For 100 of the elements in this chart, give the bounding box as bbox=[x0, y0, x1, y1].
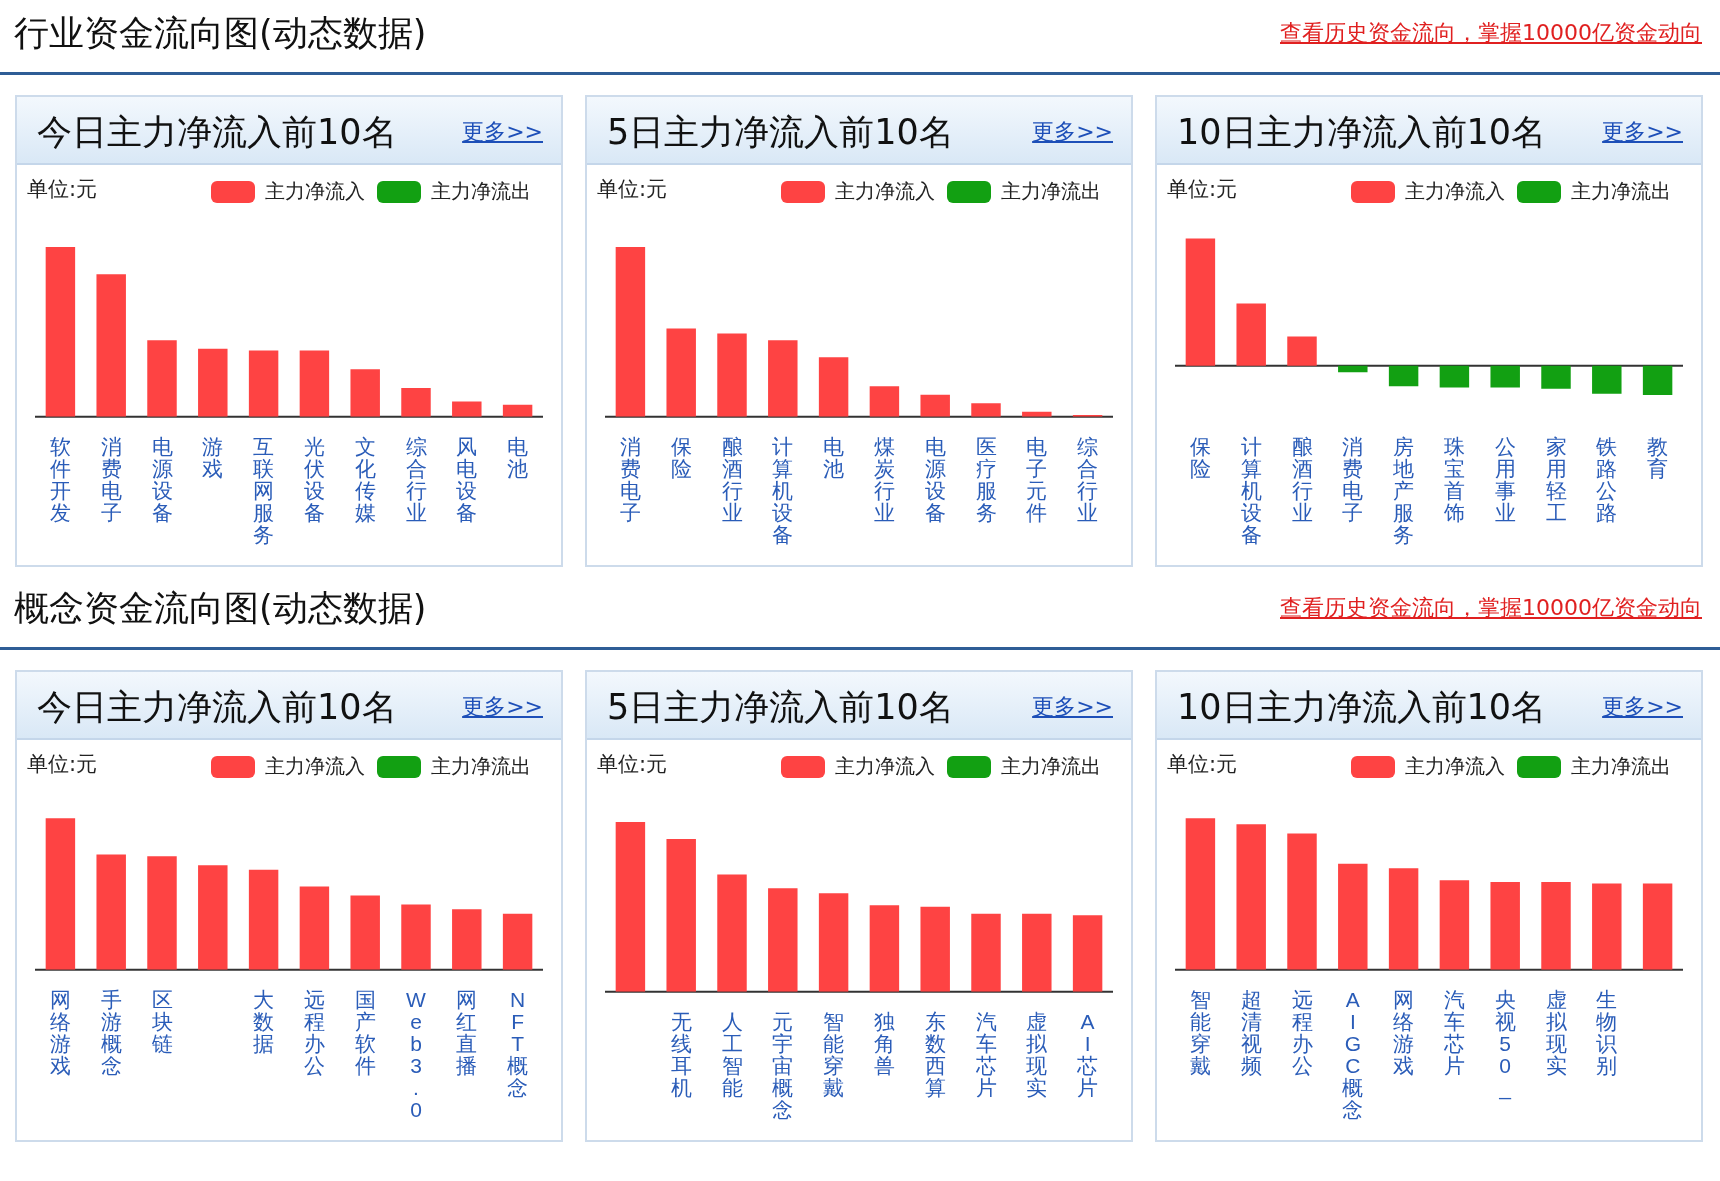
bar bbox=[971, 913, 1001, 992]
legend-label: 主力净流入 bbox=[835, 754, 935, 777]
bar bbox=[147, 340, 177, 417]
text: 更多>> bbox=[1032, 118, 1113, 146]
bar bbox=[96, 854, 126, 970]
bar bbox=[615, 246, 646, 417]
text: 更多>> bbox=[1032, 693, 1113, 721]
bar bbox=[1072, 915, 1103, 992]
bar bbox=[401, 387, 431, 417]
chart-title: 今日主力净流入前10名 bbox=[37, 111, 397, 154]
legend-label: 主力净流出 bbox=[431, 179, 531, 202]
x-tick-label: 酿酒行业 bbox=[1291, 434, 1313, 524]
legend-label: 主力净流入 bbox=[1405, 179, 1505, 202]
chart-title: 5日主力净流入前10名 bbox=[607, 686, 954, 729]
legend-label: 主力净流出 bbox=[431, 754, 531, 777]
bar bbox=[1541, 881, 1571, 970]
bar bbox=[1338, 863, 1368, 970]
bar bbox=[717, 333, 747, 417]
text: 概念资金流向图(动态数据) bbox=[14, 587, 427, 630]
x-tick-label: 元宇宙概念 bbox=[772, 1009, 794, 1121]
x-tick-label: 远程办公 bbox=[303, 987, 325, 1077]
x-tick-label: 风电设备 bbox=[456, 434, 478, 524]
x-tick-label: 消费电子 bbox=[619, 434, 641, 524]
x-tick-label: 公用事业 bbox=[1494, 434, 1516, 524]
bar bbox=[920, 394, 950, 417]
legend-label: 主力净流入 bbox=[1405, 754, 1505, 777]
x-tick-label: 央视50_ bbox=[1494, 987, 1516, 1100]
bar bbox=[1642, 365, 1673, 396]
bar bbox=[1439, 365, 1470, 388]
x-tick-label: 酿酒行业 bbox=[721, 434, 743, 524]
bar bbox=[1439, 880, 1470, 970]
legend-label: 主力净流入 bbox=[265, 179, 365, 202]
x-tick-label: 电池 bbox=[507, 434, 529, 480]
x-tick-label: 超清视频 bbox=[1240, 987, 1262, 1077]
y-axis-title: 单位:元 bbox=[27, 751, 98, 778]
chart-title: 今日主力净流入前10名 bbox=[37, 686, 397, 729]
bar bbox=[1490, 365, 1520, 388]
bar bbox=[768, 340, 798, 417]
x-tick-label: 综合行业 bbox=[1077, 434, 1099, 524]
bar bbox=[1287, 833, 1317, 970]
x-tick-label: 消费电子 bbox=[100, 434, 122, 524]
bar bbox=[45, 818, 76, 970]
x-tick-label: 软件开发 bbox=[49, 434, 71, 524]
bar bbox=[971, 403, 1001, 417]
x-tick-label: 虚拟现实 bbox=[1545, 987, 1568, 1077]
x-tick-label: 虚拟现实 bbox=[1026, 1009, 1049, 1099]
x-tick-label: NFT概念 bbox=[507, 987, 529, 1099]
x-tick-label: 游戏 bbox=[202, 434, 224, 480]
bar bbox=[768, 888, 798, 992]
bar bbox=[717, 874, 747, 992]
x-tick-label: 医疗服务 bbox=[975, 434, 997, 524]
bar bbox=[1236, 824, 1266, 970]
bar bbox=[45, 246, 76, 417]
x-tick-label: 煤炭行业 bbox=[873, 434, 895, 524]
x-tick-label: 国产软件 bbox=[354, 987, 376, 1077]
y-axis-title: 单位:元 bbox=[597, 176, 668, 203]
x-tick-label: 人工智能 bbox=[721, 1009, 743, 1099]
bar bbox=[502, 404, 533, 417]
bar bbox=[147, 856, 177, 970]
x-tick-label: 消费电子 bbox=[1342, 434, 1364, 524]
legend-label: 主力净流入 bbox=[835, 179, 935, 202]
x-tick-label: 综合行业 bbox=[405, 434, 427, 524]
x-tick-label: Web3.0 bbox=[406, 987, 427, 1121]
bar bbox=[1022, 913, 1052, 992]
bar bbox=[1338, 365, 1368, 373]
x-tick-label: 电源设备 bbox=[924, 434, 946, 524]
x-tick-label: 互联网服务 bbox=[253, 434, 275, 546]
bar bbox=[920, 906, 950, 992]
bar bbox=[1642, 883, 1673, 970]
bar bbox=[818, 893, 849, 992]
bar bbox=[666, 838, 696, 992]
x-tick-label: 生物识别 bbox=[1596, 987, 1618, 1077]
x-tick-label: 区块链 bbox=[150, 987, 173, 1055]
legend-label: 主力净流入 bbox=[265, 754, 365, 777]
text: 更多>> bbox=[462, 693, 543, 721]
text: 查看历史资金流向，掌握10000亿资金动向 bbox=[1280, 19, 1702, 47]
bar bbox=[1592, 365, 1622, 394]
x-tick-label: 电子元件 bbox=[1026, 434, 1048, 524]
chart-title: 10日主力净流入前10名 bbox=[1177, 686, 1547, 729]
bar bbox=[818, 357, 849, 417]
x-tick-label: 大数据 bbox=[253, 987, 275, 1055]
x-tick-label: 计算机设备 bbox=[1240, 434, 1262, 546]
y-axis-title: 单位:元 bbox=[597, 751, 668, 778]
x-tick-label: 电源设备 bbox=[151, 434, 173, 524]
x-tick-label: 教育 bbox=[1647, 434, 1669, 480]
x-tick-label: 铁路公路 bbox=[1595, 434, 1618, 524]
x-tick-label: 房地产服务 bbox=[1392, 434, 1415, 546]
bar bbox=[615, 821, 646, 992]
x-tick-label: 网红直播 bbox=[456, 987, 478, 1077]
bar bbox=[1592, 883, 1622, 970]
x-tick-label: 电池 bbox=[823, 434, 845, 480]
bar bbox=[248, 869, 279, 970]
x-tick-label: 智能穿戴 bbox=[823, 1009, 845, 1099]
x-tick-label: AI芯片 bbox=[1076, 1009, 1099, 1099]
bar bbox=[299, 886, 330, 970]
legend-label: 主力净流出 bbox=[1001, 179, 1101, 202]
text: 更多>> bbox=[462, 118, 543, 146]
x-tick-label: 计算机设备 bbox=[772, 434, 794, 546]
y-axis-title: 单位:元 bbox=[1167, 176, 1238, 203]
x-tick-label: AIGC概念 bbox=[1342, 987, 1364, 1121]
